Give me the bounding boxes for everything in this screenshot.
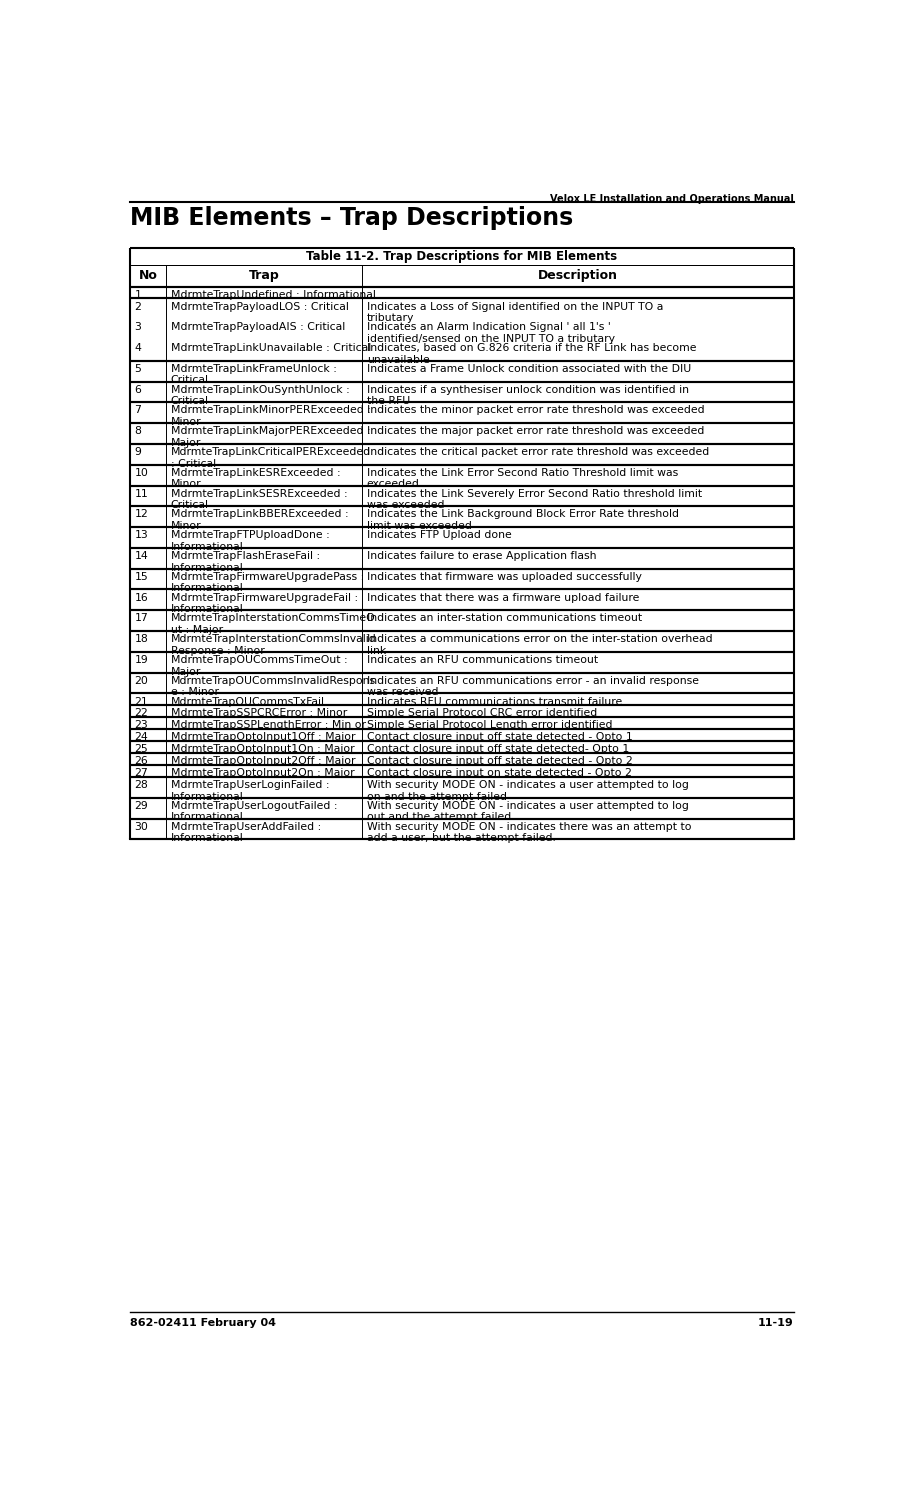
Text: MdrmteTrapLinkUnavailable : Critical: MdrmteTrapLinkUnavailable : Critical — [171, 342, 371, 353]
Text: Indicates, based on G.826 criteria if the RF Link has become
unavailable: Indicates, based on G.826 criteria if th… — [367, 342, 696, 365]
Text: With security MODE ON - indicates there was an attempt to
add a user, but the at: With security MODE ON - indicates there … — [367, 822, 691, 843]
Text: 28: 28 — [134, 780, 148, 790]
Text: 16: 16 — [134, 593, 148, 602]
Text: Description: Description — [538, 269, 618, 282]
Text: MdrmteTrapUserLoginFailed :
Informational: MdrmteTrapUserLoginFailed : Informationa… — [171, 780, 330, 802]
Text: 9: 9 — [134, 448, 141, 457]
Text: Indicates that there was a firmware upload failure: Indicates that there was a firmware uplo… — [367, 593, 639, 602]
Text: MdrmteTrapLinkCriticalPERExceeded
: Critical: MdrmteTrapLinkCriticalPERExceeded : Crit… — [171, 448, 371, 469]
Text: MdrmteTrapLinkBBERExceeded :
Minor: MdrmteTrapLinkBBERExceeded : Minor — [171, 509, 349, 532]
Text: 4: 4 — [134, 342, 141, 353]
Text: 24: 24 — [134, 733, 148, 742]
Text: 1: 1 — [134, 290, 141, 299]
Text: 30: 30 — [134, 822, 148, 832]
Text: Indicates the Link Severely Error Second Ratio threshold limit
was exceeded: Indicates the Link Severely Error Second… — [367, 488, 702, 511]
Text: 5: 5 — [134, 363, 141, 374]
Text: 27: 27 — [134, 768, 148, 778]
Text: MdrmteTrapLinkFrameUnlock :
Critical: MdrmteTrapLinkFrameUnlock : Critical — [171, 363, 337, 386]
Text: Indicates that firmware was uploaded successfully: Indicates that firmware was uploaded suc… — [367, 572, 642, 581]
Text: Indicates the major packet error rate threshold was exceeded: Indicates the major packet error rate th… — [367, 427, 705, 436]
Text: MdrmteTrapPayloadLOS : Critical: MdrmteTrapPayloadLOS : Critical — [171, 302, 349, 311]
Text: 862-02411 February 04: 862-02411 February 04 — [130, 1319, 276, 1328]
Text: Indicates an inter-station communications timeout: Indicates an inter-station communication… — [367, 613, 642, 623]
Text: 21: 21 — [134, 697, 148, 706]
Text: MdrmteTrapFirmwareUpgradeFail :
Informational: MdrmteTrapFirmwareUpgradeFail : Informat… — [171, 593, 358, 614]
Text: 6: 6 — [134, 385, 141, 395]
Text: MdrmteTrapOptoInput1On : Major: MdrmteTrapOptoInput1On : Major — [171, 745, 354, 754]
Text: 26: 26 — [134, 756, 148, 766]
Text: MdrmteTrapUndefined : Informational: MdrmteTrapUndefined : Informational — [171, 290, 376, 299]
Text: Indicates FTP Upload done: Indicates FTP Upload done — [367, 530, 512, 541]
Text: Indicates the Link Background Block Error Rate threshold
limit was exceeded: Indicates the Link Background Block Erro… — [367, 509, 678, 532]
Text: 8: 8 — [134, 427, 141, 436]
Text: MdrmteTrapLinkESRExceeded :
Minor: MdrmteTrapLinkESRExceeded : Minor — [171, 467, 341, 490]
Text: MIB Elements – Trap Descriptions: MIB Elements – Trap Descriptions — [130, 206, 573, 230]
Text: Indicates an RFU communications error - an invalid response
was received: Indicates an RFU communications error - … — [367, 676, 699, 697]
Text: Contact closure input off state detected - Opto 1: Contact closure input off state detected… — [367, 733, 633, 742]
Text: 20: 20 — [134, 676, 148, 686]
Text: Trap: Trap — [249, 269, 279, 282]
Text: MdrmteTrapFirmwareUpgradePass :
Informational: MdrmteTrapFirmwareUpgradePass : Informat… — [171, 572, 364, 593]
Text: MdrmteTrapLinkSESRExceeded :
Critical: MdrmteTrapLinkSESRExceeded : Critical — [171, 488, 348, 511]
Text: MdrmteTrapSSPLengthError : Min or: MdrmteTrapSSPLengthError : Min or — [171, 721, 366, 730]
Text: Simple Serial Protocol Length error identified: Simple Serial Protocol Length error iden… — [367, 721, 613, 730]
Text: MdrmteTrapOUCommsTimeOut :
Major: MdrmteTrapOUCommsTimeOut : Major — [171, 655, 348, 676]
Text: 12: 12 — [134, 509, 148, 520]
Text: Indicates the Link Error Second Ratio Threshold limit was
exceeded: Indicates the Link Error Second Ratio Th… — [367, 467, 678, 490]
Text: 11-19: 11-19 — [758, 1319, 794, 1328]
Text: With security MODE ON - indicates a user attempted to log
out and the attempt fa: With security MODE ON - indicates a user… — [367, 801, 688, 823]
Text: 25: 25 — [134, 745, 148, 754]
Text: 19: 19 — [134, 655, 148, 665]
Text: Velox LE Installation and Operations Manual: Velox LE Installation and Operations Man… — [550, 194, 794, 204]
Text: MdrmteTrapFTPUploadDone :
Informational: MdrmteTrapFTPUploadDone : Informational — [171, 530, 330, 551]
Text: With security MODE ON - indicates a user attempted to log
on and the attempt fai: With security MODE ON - indicates a user… — [367, 780, 688, 802]
Text: MdrmteTrapLinkMajorPERExceeded :
Major: MdrmteTrapLinkMajorPERExceeded : Major — [171, 427, 370, 448]
Text: 10: 10 — [134, 467, 148, 478]
Text: Indicates an Alarm Indication Signal ' all 1's '
identified/sensed on the INPUT : Indicates an Alarm Indication Signal ' a… — [367, 323, 614, 344]
Text: Indicates an RFU communications timeout: Indicates an RFU communications timeout — [367, 655, 598, 665]
Text: 7: 7 — [134, 406, 141, 416]
Text: MdrmteTrapOptoInput2On : Major: MdrmteTrapOptoInput2On : Major — [171, 768, 354, 778]
Text: MdrmteTrapInterstationCommsTimeO
ut : Major: MdrmteTrapInterstationCommsTimeO ut : Ma… — [171, 613, 376, 635]
Text: Contact closure input off state detected - Opto 2: Contact closure input off state detected… — [367, 756, 633, 766]
Text: MdrmteTrapFlashEraseFail :
Informational: MdrmteTrapFlashEraseFail : Informational — [171, 551, 320, 572]
Text: MdrmteTrapOUCommsInvalidRespons
e : Minor: MdrmteTrapOUCommsInvalidRespons e : Mino… — [171, 676, 376, 697]
Text: Contact closure input on state detected - Opto 2: Contact closure input on state detected … — [367, 768, 632, 778]
Text: MdrmteTrapLinkMinorPERExceeded :
Minor: MdrmteTrapLinkMinorPERExceeded : Minor — [171, 406, 370, 427]
Text: 22: 22 — [134, 709, 148, 718]
Text: Indicates RFU communications transmit failure: Indicates RFU communications transmit fa… — [367, 697, 622, 706]
Text: MdrmteTrapOptoInput2Off : Major: MdrmteTrapOptoInput2Off : Major — [171, 756, 355, 766]
Text: Simple Serial Protocol CRC error identified: Simple Serial Protocol CRC error identif… — [367, 709, 597, 718]
Text: MdrmteTrapUserAddFailed :
Informational: MdrmteTrapUserAddFailed : Informational — [171, 822, 321, 843]
Text: Table 11-2. Trap Descriptions for MIB Elements: Table 11-2. Trap Descriptions for MIB El… — [306, 249, 617, 263]
Text: MdrmteTrapPayloadAIS : Critical: MdrmteTrapPayloadAIS : Critical — [171, 323, 345, 332]
Text: 29: 29 — [134, 801, 148, 811]
Text: 23: 23 — [134, 721, 148, 730]
Text: Indicates a Frame Unlock condition associated with the DIU: Indicates a Frame Unlock condition assoc… — [367, 363, 691, 374]
Text: Indicates if a synthesiser unlock condition was identified in
the RFU: Indicates if a synthesiser unlock condit… — [367, 385, 688, 406]
Text: 14: 14 — [134, 551, 148, 560]
Text: Indicates failure to erase Application flash: Indicates failure to erase Application f… — [367, 551, 596, 560]
Text: 17: 17 — [134, 613, 148, 623]
Text: Indicates a Loss of Signal identified on the INPUT TO a
tributary: Indicates a Loss of Signal identified on… — [367, 302, 663, 323]
Text: 3: 3 — [134, 323, 141, 332]
Text: 15: 15 — [134, 572, 148, 581]
Text: MdrmteTrapSSPCRCError : Minor: MdrmteTrapSSPCRCError : Minor — [171, 709, 347, 718]
Text: MdrmteTrapUserLogoutFailed :
Informational: MdrmteTrapUserLogoutFailed : Information… — [171, 801, 337, 823]
Text: MdrmteTrapLinkOuSynthUnlock :
Critical: MdrmteTrapLinkOuSynthUnlock : Critical — [171, 385, 350, 406]
Text: 2: 2 — [134, 302, 141, 311]
Text: 13: 13 — [134, 530, 148, 541]
Text: MdrmteTrapInterstationCommsInvalid
Response : Minor: MdrmteTrapInterstationCommsInvalid Respo… — [171, 634, 377, 656]
Text: No: No — [139, 269, 158, 282]
Text: Indicates the critical packet error rate threshold was exceeded: Indicates the critical packet error rate… — [367, 448, 709, 457]
Text: MdrmteTrapOUCommsTxFail: MdrmteTrapOUCommsTxFail — [171, 697, 325, 706]
Text: Indicates the minor packet error rate threshold was exceeded: Indicates the minor packet error rate th… — [367, 406, 705, 416]
Text: MdrmteTrapOptoInput1Off : Major: MdrmteTrapOptoInput1Off : Major — [171, 733, 355, 742]
Text: 18: 18 — [134, 634, 148, 644]
Text: Contact closure input off state detected- Opto 1: Contact closure input off state detected… — [367, 745, 629, 754]
Text: 11: 11 — [134, 488, 148, 499]
Text: Indicates a communications error on the inter-station overhead
link: Indicates a communications error on the … — [367, 634, 713, 656]
